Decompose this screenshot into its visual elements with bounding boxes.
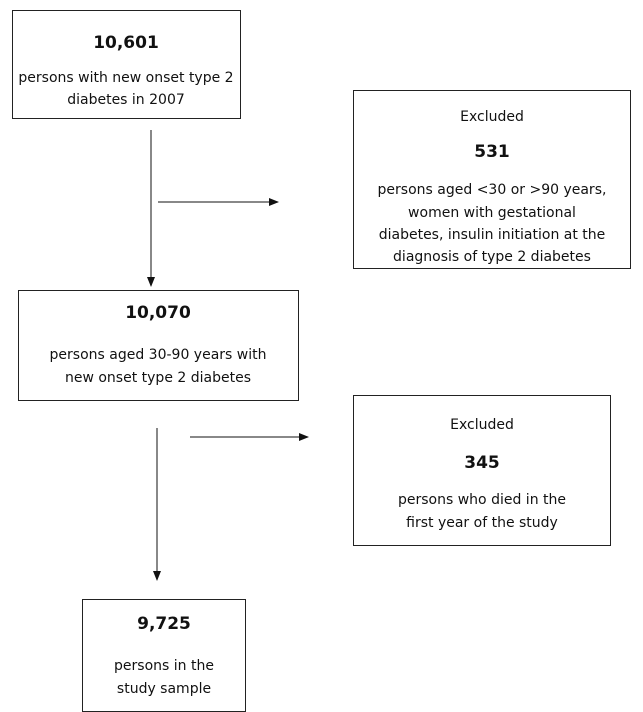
box-text: diabetes in 2007: [67, 92, 185, 108]
box-heading: Excluded: [450, 417, 514, 433]
box-text: diagnosis of type 2 diabetes: [393, 249, 591, 265]
box-text: first year of the study: [406, 515, 558, 531]
box-text: new onset type 2 diabetes: [65, 370, 251, 386]
box-count: 10,601: [93, 33, 159, 53]
box: [353, 90, 631, 269]
box-text: women with gestational: [408, 205, 576, 221]
box: [18, 290, 299, 401]
box-count: 531: [474, 142, 510, 162]
box: [353, 395, 611, 546]
box-text: study sample: [117, 681, 211, 697]
box-text: persons aged 30-90 years with: [50, 347, 267, 363]
box-text: persons who died in the: [398, 492, 566, 508]
box-text: persons with new onset type 2: [18, 70, 233, 86]
box-count: 345: [464, 453, 500, 473]
box-heading: Excluded: [460, 109, 524, 125]
box: [82, 599, 246, 712]
box-count: 9,725: [137, 614, 191, 634]
box-text: persons aged <30 or >90 years,: [378, 182, 607, 198]
box: [12, 10, 241, 119]
box-count: 10,070: [125, 303, 191, 323]
box-text: persons in the: [114, 658, 214, 674]
box-text: diabetes, insulin initiation at the: [379, 227, 606, 243]
